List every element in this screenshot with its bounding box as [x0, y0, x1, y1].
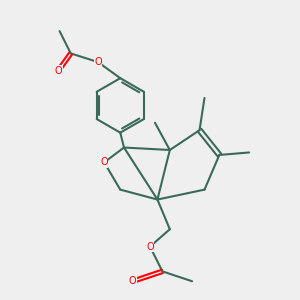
Text: O: O — [94, 57, 102, 67]
Text: O: O — [146, 242, 154, 252]
Text: O: O — [100, 158, 108, 167]
Text: O: O — [129, 276, 136, 286]
Text: O: O — [55, 66, 62, 76]
